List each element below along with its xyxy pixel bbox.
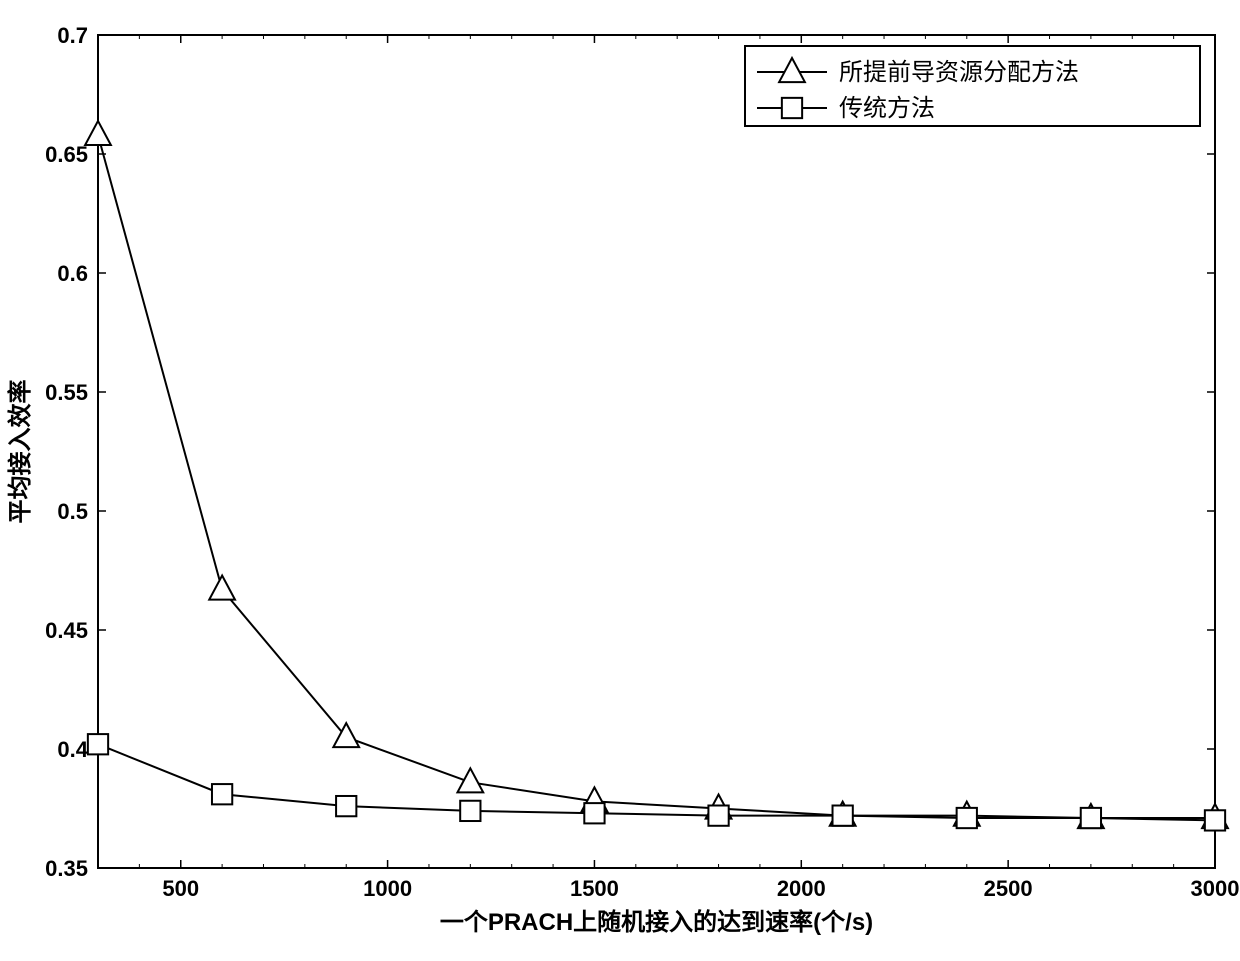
y-tick-label: 0.4 [57,737,88,762]
series-marker [1205,810,1225,830]
y-tick-label: 0.7 [57,23,88,48]
series-marker [336,796,356,816]
x-tick-label: 2000 [777,876,826,901]
legend: 所提前导资源分配方法传统方法 [745,46,1200,126]
x-tick-label: 3000 [1191,876,1240,901]
series-marker [708,806,728,826]
x-tick-label: 1500 [570,876,619,901]
y-tick-label: 0.45 [45,618,88,643]
series-marker [957,808,977,828]
series-marker [833,806,853,826]
series-marker [88,734,108,754]
y-tick-label: 0.5 [57,499,88,524]
x-axis-label: 一个PRACH上随机接入的达到速率(个/s) [440,908,873,936]
series-marker [460,801,480,821]
legend-label: 传统方法 [839,95,935,122]
y-tick-label: 0.55 [45,380,88,405]
series-marker [584,803,604,823]
x-tick-label: 1000 [363,876,412,901]
x-tick-label: 2500 [984,876,1033,901]
x-tick-label: 500 [162,876,199,901]
legend-label: 所提前导资源分配方法 [839,59,1079,86]
y-tick-label: 0.35 [45,856,88,881]
y-axis-label: 平均接入效率 [6,380,34,524]
y-tick-label: 0.6 [57,261,88,286]
y-tick-label: 0.65 [45,142,88,167]
series-marker [212,784,232,804]
series-marker [1081,808,1101,828]
line-chart: 500 1000 1500 2000 2500 3000 0.35 0.4 0.45 0.5 0.5… [0,0,1240,961]
